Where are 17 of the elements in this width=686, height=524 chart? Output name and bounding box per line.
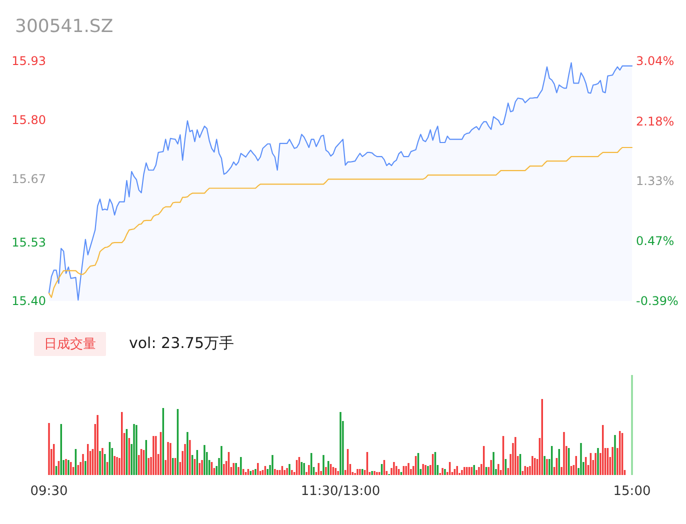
chart-subtitle: vol: 23.75万手: [129, 334, 234, 352]
x-tick-label: 15:00: [613, 484, 651, 499]
y-tick-label: 15.67: [12, 172, 46, 186]
line-series: [48, 146, 633, 298]
y2-tick-label: 3.04%: [636, 54, 674, 68]
y2-tick-label: 0.47%: [636, 234, 674, 248]
y-tick-label: 15.53: [12, 235, 46, 250]
chart-title: 日成交量: [44, 336, 96, 352]
chart-title: 300541.SZ: [15, 16, 114, 37]
y-tick-label: 15.40: [12, 294, 46, 308]
y2-tick-label: 1.33%: [636, 174, 674, 188]
y2-tick-label: -0.39%: [636, 294, 678, 308]
x-tick-label: 09:30: [30, 484, 68, 499]
y-tick-label: 15.80: [12, 113, 46, 128]
x-tick-label: 11:30/13:00: [300, 484, 380, 499]
y-tick-label: 15.93: [12, 54, 46, 68]
y2-tick-label: 2.18%: [636, 114, 674, 128]
